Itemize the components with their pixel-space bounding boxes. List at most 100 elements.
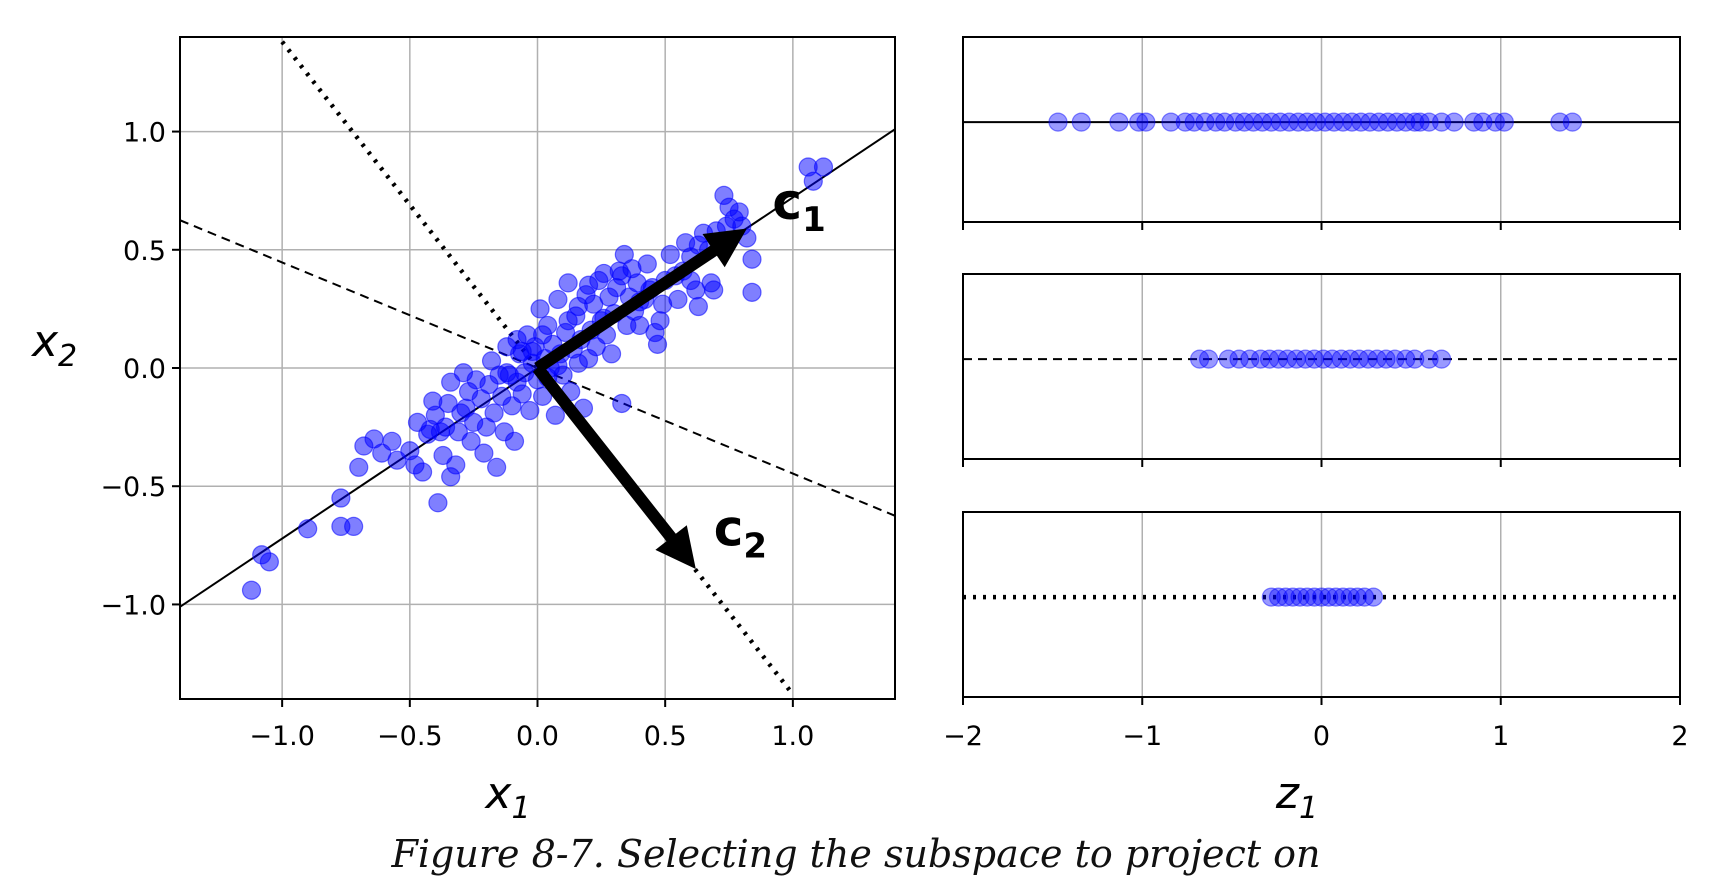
data-point	[637, 254, 657, 274]
projected-point	[1313, 349, 1333, 369]
projected-point	[1431, 349, 1452, 369]
projected-point	[1304, 349, 1324, 369]
c2-axis-line	[280, 40, 795, 696]
projected-point	[1234, 112, 1255, 132]
data-point	[660, 244, 680, 265]
projected-point	[1405, 112, 1425, 132]
projected-point	[1367, 349, 1387, 369]
data-point	[259, 552, 279, 572]
projected-point	[1387, 112, 1407, 132]
projected-point	[1378, 112, 1398, 132]
data-point	[530, 299, 550, 319]
projected-point	[1129, 112, 1149, 132]
data-point	[545, 405, 565, 425]
projected-point	[1369, 112, 1389, 132]
projected-point	[1349, 349, 1369, 369]
projected-point	[1419, 112, 1439, 132]
projected-point	[1340, 349, 1360, 369]
projected-point	[1396, 349, 1416, 369]
data-point	[497, 363, 517, 383]
projected-point	[1311, 587, 1332, 607]
data-point	[742, 282, 762, 302]
left-y-tick-label: −0.5	[100, 472, 166, 503]
projected-point	[1494, 112, 1514, 132]
data-point	[558, 273, 578, 293]
projected-point	[1340, 587, 1360, 607]
left-x-tick-label: −1.0	[249, 721, 315, 752]
projected-point	[1324, 112, 1344, 132]
data-point	[441, 372, 461, 392]
data-point	[349, 457, 369, 477]
projected-point	[1419, 349, 1439, 369]
projected-point	[1288, 112, 1308, 132]
projected-point	[1279, 112, 1299, 132]
left-y-tick-label: 0.0	[123, 354, 166, 385]
projected-point	[1322, 349, 1342, 369]
projected-point	[1161, 112, 1181, 132]
projected-point	[1354, 587, 1375, 607]
data-point	[487, 457, 507, 477]
right-projection-panels	[962, 36, 1681, 705]
left-x-tick-label: 1.0	[771, 721, 814, 752]
projected-point	[1268, 587, 1289, 607]
data-point	[668, 289, 688, 310]
data-point	[507, 330, 527, 350]
projected-point	[1048, 112, 1068, 132]
data-point	[504, 431, 525, 451]
projected-point	[1333, 112, 1353, 132]
c1-arrow	[534, 228, 747, 373]
left-x-tick-label: 0.0	[516, 721, 559, 752]
data-point	[548, 289, 568, 310]
z-tick-label: 2	[1671, 721, 1688, 752]
projected-point	[1295, 349, 1315, 369]
projection-frame	[962, 273, 1681, 460]
data-point	[344, 516, 364, 537]
projected-point	[1277, 349, 1298, 369]
left-grid	[180, 37, 895, 699]
projected-point	[1198, 349, 1219, 369]
projected-point	[1363, 587, 1384, 607]
projected-point	[1268, 349, 1289, 369]
left-y-axis-label: x2	[30, 316, 77, 374]
projected-point	[1250, 349, 1271, 369]
projected-point	[1315, 112, 1335, 132]
data-point	[412, 462, 433, 482]
projected-point	[1444, 112, 1464, 132]
data-point	[533, 386, 553, 406]
data-point	[428, 493, 448, 513]
projected-point	[1304, 587, 1324, 607]
figure-caption: Figure 8-7. Selecting the subspace to pr…	[391, 832, 1321, 876]
projected-point	[1206, 112, 1226, 132]
data-point	[522, 341, 542, 362]
data-point	[558, 311, 578, 331]
c2-label: c2	[714, 499, 767, 566]
data-point	[382, 431, 402, 451]
projected-point	[1319, 587, 1339, 607]
projected-point	[1225, 112, 1246, 132]
c2-arrow	[532, 364, 696, 569]
projected-point	[1286, 349, 1307, 369]
data-point	[448, 422, 468, 442]
projection-panel-dashed	[962, 273, 1681, 467]
data-point	[578, 275, 599, 295]
left-x-tick-label: 0.5	[644, 721, 687, 752]
data-point	[484, 403, 504, 423]
data-point	[512, 384, 532, 404]
data-point	[601, 344, 622, 364]
left-y-tick-label: 0.5	[123, 236, 166, 267]
data-point	[241, 580, 262, 600]
projected-point	[1464, 112, 1484, 132]
projected-point	[1351, 112, 1371, 132]
z-tick-label: −1	[1122, 721, 1162, 752]
data-point	[688, 296, 708, 317]
projection-content	[963, 112, 1680, 132]
projected-point	[1184, 112, 1204, 132]
projected-point	[1396, 112, 1416, 132]
projected-point	[1283, 587, 1303, 607]
projected-point	[1261, 112, 1281, 132]
projected-point	[1252, 112, 1272, 132]
projected-point	[1243, 112, 1263, 132]
data-point	[612, 266, 632, 286]
dashed-axis-line	[180, 219, 895, 517]
projected-point	[1259, 349, 1280, 369]
